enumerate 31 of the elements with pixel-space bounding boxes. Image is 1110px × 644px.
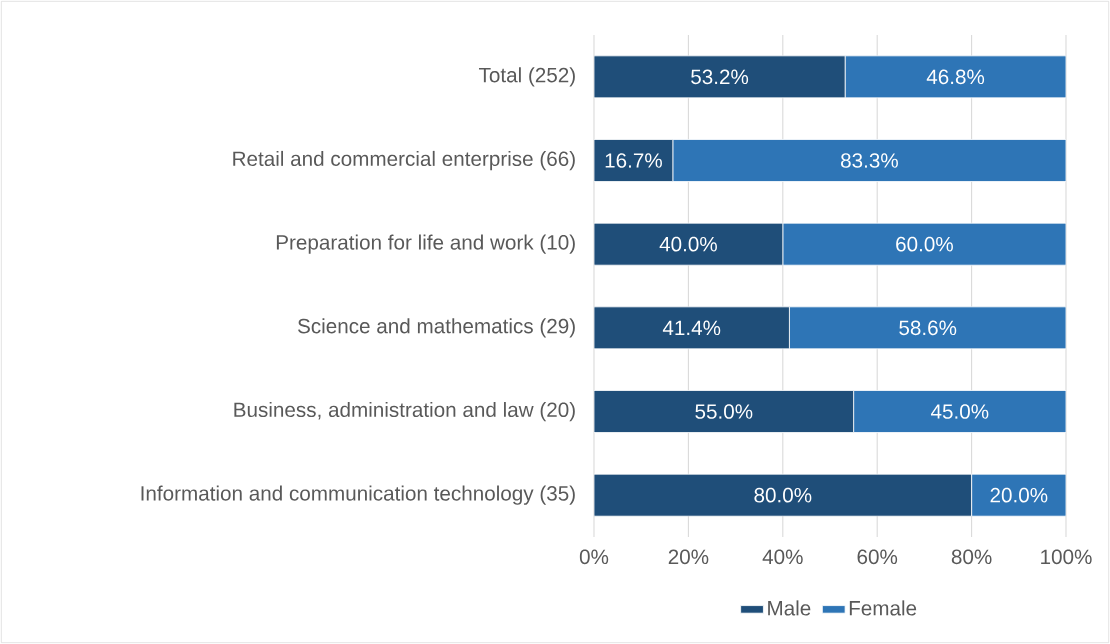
data-label: 55.0% [695,404,753,419]
y-tick-label: Science and mathematics (29) [297,318,575,338]
data-label: 41.4% [662,320,721,336]
y-tick-label: Information and communication technology (35) [141,485,575,505]
y-tick-label: Total (252) [479,67,575,87]
x-tick-label: 40% [762,549,803,565]
data-label: 60.0% [896,236,953,252]
bar [594,55,846,99]
data-label: 83.3% [841,153,898,168]
x-tick-label: 80% [951,549,992,565]
bar [594,473,972,517]
y-tick-label: Retail and commercial enterprise (66) [233,150,575,171]
x-tick-label: 0% [579,549,609,565]
data-label: 20.0% [990,487,1048,503]
y-tick-label: Business, administration and law (20) [234,401,575,422]
data-label: 46.8% [926,69,985,85]
data-label: 16.7% [605,153,662,168]
x-tick-label: 100% [1041,549,1092,565]
x-tick-label: 60% [857,549,898,565]
y-tick-label: Preparation for life and work (10) [276,234,575,254]
data-label: 53.2% [691,69,749,85]
bar [594,390,854,433]
legend-label: Male [768,600,811,616]
data-label: 80.0% [754,487,812,503]
data-label: 40.0% [659,236,717,252]
bar [594,306,790,350]
x-tick-label: 20% [668,549,709,565]
bar [594,222,784,266]
data-label: 58.6% [899,320,957,336]
data-label: 45.0% [930,404,989,419]
legend-label: Female [849,600,917,616]
